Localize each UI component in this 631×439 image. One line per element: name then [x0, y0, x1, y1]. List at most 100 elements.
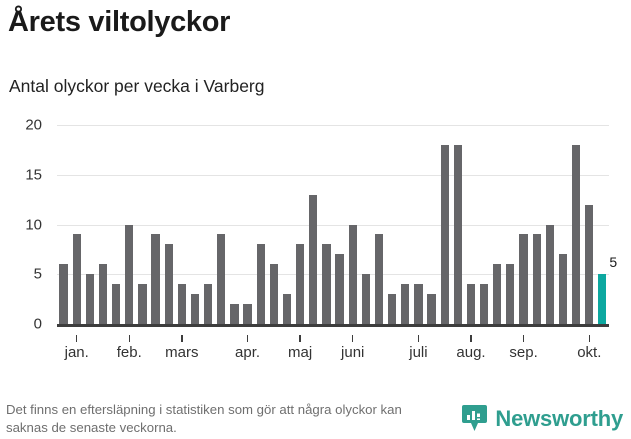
- bar-slot: 5: [596, 125, 617, 324]
- bar[interactable]: [177, 284, 186, 324]
- bar[interactable]: [230, 304, 239, 324]
- x-axis-tick-label: apr.: [235, 344, 261, 361]
- x-axis-tick: [75, 335, 78, 342]
- bar[interactable]: [585, 204, 594, 324]
- bar[interactable]: [453, 144, 462, 324]
- bar[interactable]: [479, 284, 489, 324]
- bar-slot: [372, 125, 385, 324]
- x-axis-tick-label: juni: [341, 344, 365, 361]
- y-axis-tick-label: 5: [33, 265, 42, 283]
- chart-subtitle: Antal olyckor per vecka i Varberg: [9, 76, 265, 96]
- bar[interactable]: [85, 274, 94, 324]
- bar-slot: [517, 125, 530, 324]
- gridline: [57, 174, 609, 176]
- bar-series: 5: [57, 125, 617, 324]
- x-axis-tick: [128, 335, 131, 342]
- gridline: [57, 224, 609, 226]
- bar[interactable]: [151, 234, 160, 324]
- bar[interactable]: [335, 254, 344, 324]
- newsworthy-logo-icon: [462, 405, 488, 431]
- bar[interactable]: [98, 264, 108, 324]
- bar[interactable]: [112, 284, 121, 324]
- bar-slot: [478, 125, 491, 324]
- bar-slot: [451, 125, 464, 324]
- x-axis-tick-label: sep.: [509, 344, 538, 361]
- bar[interactable]: [59, 264, 68, 324]
- bar[interactable]: [282, 294, 292, 324]
- y-axis: 0 5 10 15 20: [8, 117, 42, 335]
- x-axis-tick: [470, 335, 472, 342]
- bar[interactable]: [493, 264, 502, 324]
- gridline: [57, 125, 609, 126]
- bar[interactable]: [322, 244, 331, 324]
- bar-slot: [228, 125, 241, 324]
- bar-slot: [543, 125, 556, 324]
- bar[interactable]: [361, 274, 370, 324]
- bar-slot: [57, 125, 70, 324]
- bar[interactable]: [506, 264, 515, 324]
- bar-slot: [464, 125, 477, 324]
- bar[interactable]: [545, 224, 554, 324]
- y-axis-tick-label: 0: [33, 315, 42, 333]
- x-axis-tick: [181, 335, 183, 342]
- bar-slot: [320, 125, 333, 324]
- bar[interactable]: [558, 254, 568, 324]
- bar-slot: [333, 125, 346, 324]
- bar[interactable]: [295, 244, 305, 324]
- x-axis-tick-label: aug.: [456, 344, 486, 361]
- x-axis-tick-label: maj: [288, 344, 313, 361]
- y-axis-tick-label: 15: [25, 166, 42, 184]
- bar[interactable]: [440, 144, 449, 324]
- x-axis-tick-label: okt.: [577, 344, 602, 361]
- bar-slot: [438, 125, 451, 324]
- bar-slot: [267, 125, 280, 324]
- bar[interactable]: [125, 224, 134, 324]
- bar[interactable]: [519, 234, 528, 324]
- x-axis-tick: [588, 335, 591, 342]
- bar[interactable]: [466, 284, 476, 324]
- bar[interactable]: [203, 284, 213, 324]
- bar-slot: [530, 125, 543, 324]
- bar-highlighted[interactable]: [598, 274, 607, 324]
- x-axis-tick: [246, 335, 249, 342]
- x-axis-tick: [522, 335, 525, 342]
- bar[interactable]: [571, 144, 581, 324]
- bar-slot: [307, 125, 320, 324]
- gridline: [57, 274, 609, 276]
- bar-slot: [162, 125, 175, 324]
- bar[interactable]: [309, 194, 318, 324]
- bar-slot: [175, 125, 188, 324]
- bar-slot: [294, 125, 307, 324]
- y-axis-tick-label: 10: [25, 216, 42, 233]
- x-axis-tick-label: mars: [165, 344, 199, 361]
- plot-area: 0 5 10 15 20 5: [0, 117, 631, 335]
- y-axis-tick-label: 20: [25, 116, 42, 134]
- bar-slot: [188, 125, 201, 324]
- bar-slot: [215, 125, 228, 324]
- bar[interactable]: [401, 284, 410, 324]
- bar[interactable]: [427, 294, 436, 324]
- bar-value-label: 5: [609, 254, 618, 271]
- bar-slot: [70, 125, 83, 324]
- bar[interactable]: [256, 244, 265, 324]
- bar[interactable]: [190, 294, 200, 324]
- bar[interactable]: [374, 234, 384, 324]
- bar[interactable]: [138, 284, 147, 324]
- bar[interactable]: [269, 264, 278, 324]
- bar[interactable]: [348, 224, 357, 324]
- bar[interactable]: [414, 284, 423, 324]
- bar[interactable]: [72, 234, 81, 324]
- bar-slot: [254, 125, 267, 324]
- bar-slot: [96, 125, 109, 324]
- bar-slot: [359, 125, 372, 324]
- gridlines: [57, 125, 609, 335]
- bar[interactable]: [164, 244, 173, 324]
- bar[interactable]: [217, 234, 226, 324]
- bar[interactable]: [243, 304, 252, 324]
- x-axis-tick: [351, 335, 354, 342]
- bar-slot: [123, 125, 136, 324]
- bar[interactable]: [387, 294, 397, 324]
- bar[interactable]: [532, 234, 541, 324]
- x-axis: jan. feb. mars apr. maj juni juli aug. sep. okt.: [57, 335, 609, 375]
